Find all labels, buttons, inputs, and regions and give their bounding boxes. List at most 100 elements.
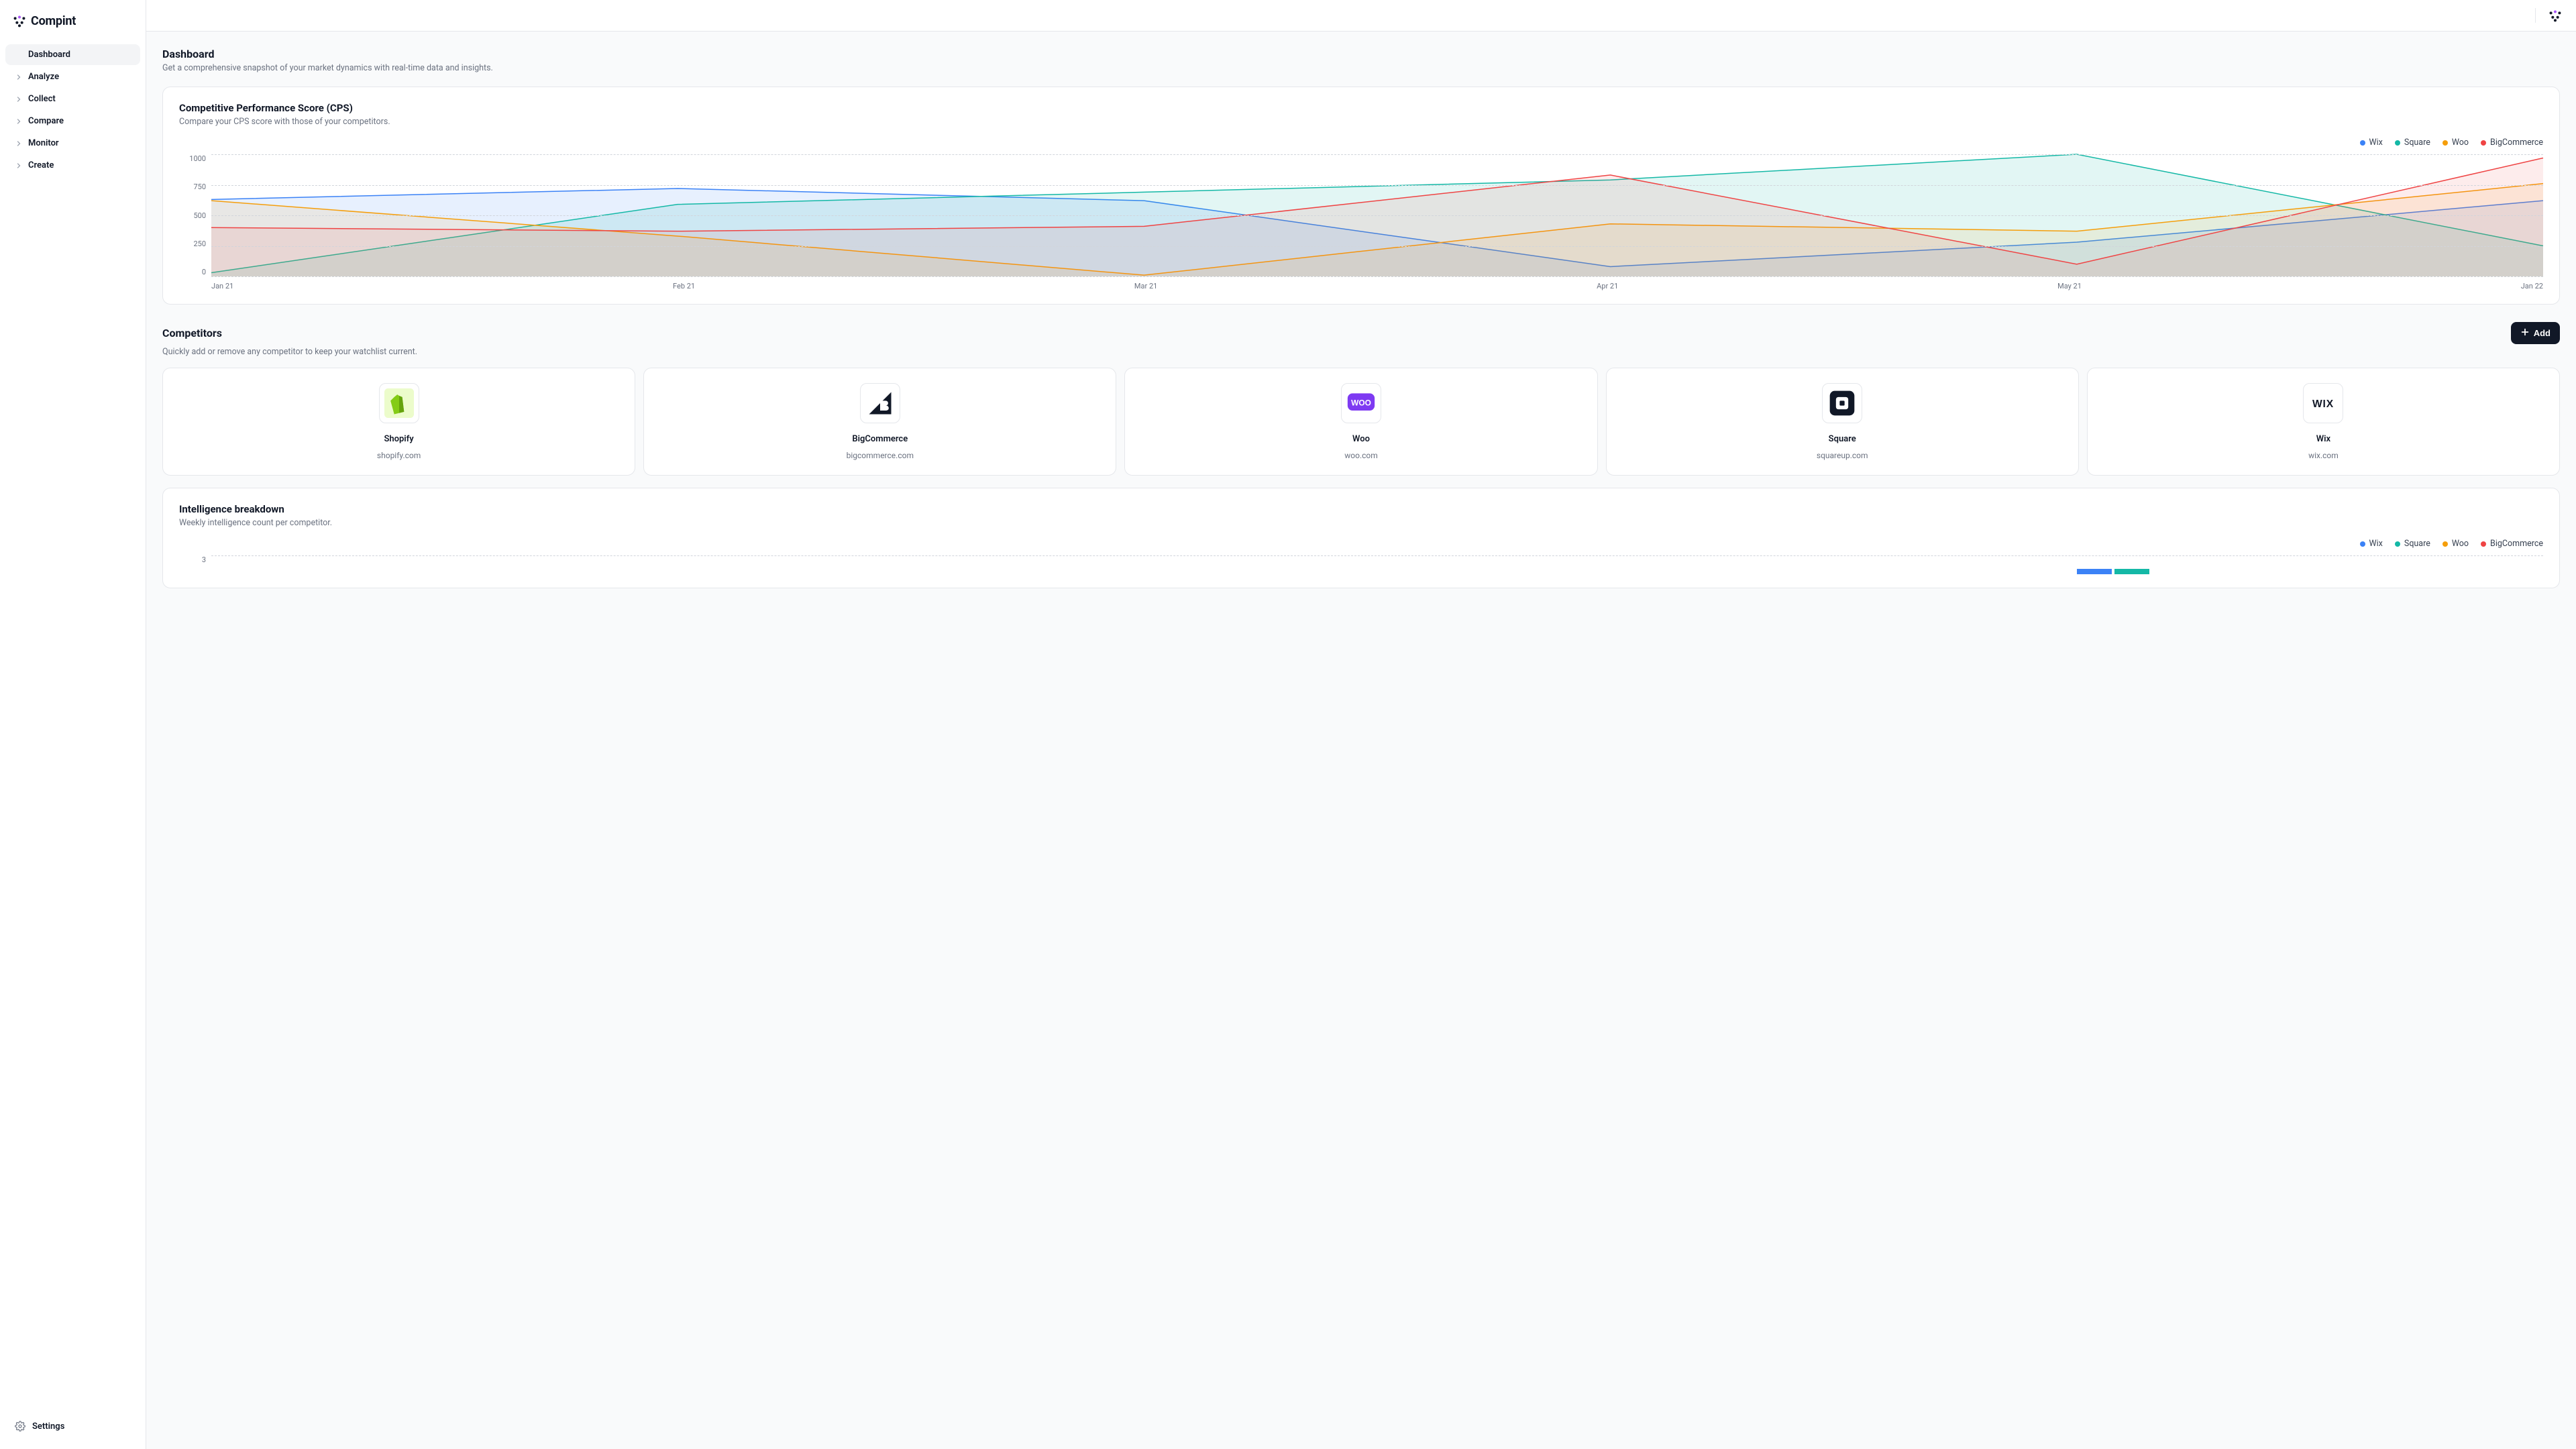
- nav-monitor[interactable]: Monitor: [5, 133, 140, 154]
- cps-plot: [211, 154, 2543, 276]
- competitor-domain: squareup.com: [1817, 451, 1868, 460]
- x-tick-label: Feb 21: [673, 282, 695, 290]
- competitor-card[interactable]: Shopify shopify.com: [162, 368, 635, 476]
- y-tick-label: 250: [193, 239, 206, 248]
- intel-y-axis: 3: [179, 555, 211, 574]
- legend-item[interactable]: Wix: [2360, 138, 2383, 148]
- chevron-right-icon: [15, 95, 23, 103]
- settings-label: Settings: [32, 1421, 64, 1432]
- y-tick-label: 3: [202, 555, 206, 564]
- page-description: Get a comprehensive snapshot of your mar…: [162, 63, 2560, 73]
- brand-name: Compint: [31, 14, 76, 28]
- competitors-description: Quickly add or remove any competitor to …: [162, 347, 2560, 357]
- svg-text:WOO: WOO: [1351, 398, 1371, 408]
- nav-compare[interactable]: Compare: [5, 111, 140, 131]
- cps-x-axis: Jan 21Feb 21Mar 21Apr 21May 21Jan 22: [179, 282, 2543, 290]
- competitor-card[interactable]: WOO Woo woo.com: [1124, 368, 1597, 476]
- grid-line: [211, 215, 2543, 216]
- legend-item[interactable]: BigCommerce: [2481, 539, 2543, 549]
- competitor-logo: [1822, 383, 1862, 423]
- legend-item[interactable]: BigCommerce: [2481, 138, 2543, 148]
- legend-item[interactable]: Square: [2395, 138, 2430, 148]
- legend-item[interactable]: Square: [2395, 539, 2430, 549]
- sidebar: Compint Dashboard Analyze Collect: [0, 0, 146, 1449]
- cps-y-axis: 10007505002500: [179, 154, 211, 276]
- x-tick-label: Jan 21: [211, 282, 233, 290]
- legend-dot-icon: [2481, 140, 2486, 146]
- brand-logo[interactable]: Compint: [5, 11, 140, 40]
- sidebar-nav: Dashboard Analyze Collect Compare: [5, 40, 140, 176]
- competitor-name: Square: [1829, 434, 1856, 444]
- cps-card: Competitive Performance Score (CPS) Comp…: [162, 87, 2560, 305]
- chevron-right-icon: [15, 162, 23, 170]
- competitor-domain: wix.com: [2308, 451, 2339, 460]
- grid-line: [211, 276, 2543, 277]
- legend-label: Wix: [2369, 138, 2383, 148]
- legend-item[interactable]: Wix: [2360, 539, 2383, 549]
- nav-label: Collect: [28, 94, 56, 104]
- competitor-card[interactable]: BigCommerce bigcommerce.com: [643, 368, 1116, 476]
- legend-dot-icon: [2360, 541, 2365, 547]
- competitor-logo: WOO: [1341, 383, 1381, 423]
- brand-mark-icon[interactable]: [2548, 8, 2563, 23]
- plus-icon: [2520, 327, 2530, 339]
- legend-label: Wix: [2369, 539, 2383, 549]
- nav-label: Analyze: [28, 72, 59, 82]
- legend-label: BigCommerce: [2490, 539, 2543, 549]
- legend-dot-icon: [2481, 541, 2486, 547]
- topbar: [146, 0, 2576, 32]
- competitor-name: Shopify: [384, 434, 413, 444]
- x-tick-label: Apr 21: [1597, 282, 1618, 290]
- competitor-card[interactable]: WIX Wix wix.com: [2087, 368, 2560, 476]
- competitor-domain: shopify.com: [377, 451, 421, 460]
- chevron-right-icon: [15, 73, 23, 81]
- grid-line: [211, 246, 2543, 247]
- y-tick-label: 750: [193, 182, 206, 191]
- grid-line: [211, 154, 2543, 155]
- grid-line: [211, 555, 2543, 556]
- legend-dot-icon: [2395, 140, 2400, 146]
- legend-dot-icon: [2443, 140, 2448, 146]
- competitor-name: BigCommerce: [852, 434, 908, 444]
- legend-label: Square: [2404, 539, 2430, 549]
- legend-label: Square: [2404, 138, 2430, 148]
- legend-label: Woo: [2452, 539, 2469, 549]
- nav-create[interactable]: Create: [5, 155, 140, 176]
- legend-label: Woo: [2452, 138, 2469, 148]
- competitors-header: Competitors Add: [162, 322, 2560, 344]
- nav-label: Monitor: [28, 138, 59, 148]
- competitor-logo: WIX: [2303, 383, 2343, 423]
- intel-title: Intelligence breakdown: [179, 503, 2543, 515]
- add-competitor-button[interactable]: Add: [2511, 322, 2560, 344]
- nav-dashboard[interactable]: Dashboard: [5, 44, 140, 65]
- competitor-name: Wix: [2316, 434, 2330, 444]
- cps-title: Competitive Performance Score (CPS): [179, 102, 2543, 114]
- legend-dot-icon: [2443, 541, 2448, 547]
- svg-text:WIX: WIX: [2312, 398, 2334, 410]
- legend-item[interactable]: Woo: [2443, 539, 2469, 549]
- nav-settings[interactable]: Settings: [5, 1414, 140, 1438]
- add-label: Add: [2534, 328, 2551, 338]
- nav-analyze[interactable]: Analyze: [5, 66, 140, 87]
- chevron-right-icon: [15, 117, 23, 125]
- cps-description: Compare your CPS score with those of you…: [179, 117, 2543, 127]
- legend-label: BigCommerce: [2490, 138, 2543, 148]
- y-tick-label: 1000: [189, 154, 206, 163]
- y-tick-label: 500: [193, 211, 206, 220]
- nav-label: Compare: [28, 116, 64, 126]
- bar: [2077, 569, 2112, 574]
- chevron-right-icon: [15, 140, 23, 148]
- main-area: Dashboard Get a comprehensive snapshot o…: [146, 0, 2576, 1449]
- bar: [2114, 569, 2149, 574]
- competitor-card[interactable]: Square squareup.com: [1606, 368, 2079, 476]
- legend-dot-icon: [2395, 541, 2400, 547]
- content: Dashboard Get a comprehensive snapshot o…: [146, 32, 2576, 604]
- nav-label: Create: [28, 160, 54, 170]
- cps-chart: 10007505002500: [179, 154, 2543, 276]
- competitor-logo: [860, 383, 900, 423]
- nav-collect[interactable]: Collect: [5, 89, 140, 109]
- page-title: Dashboard: [162, 48, 2560, 60]
- competitor-domain: woo.com: [1344, 451, 1378, 460]
- legend-item[interactable]: Woo: [2443, 138, 2469, 148]
- competitor-domain: bigcommerce.com: [847, 451, 914, 460]
